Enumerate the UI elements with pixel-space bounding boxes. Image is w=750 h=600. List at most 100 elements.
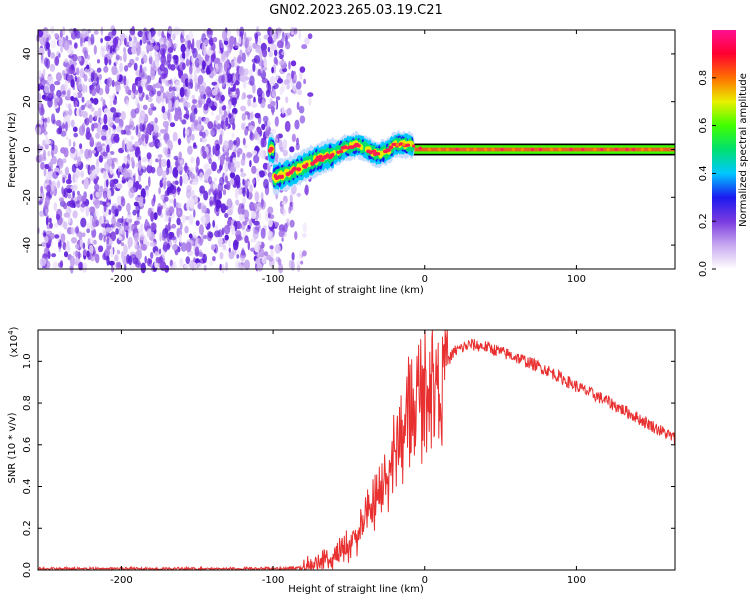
noise-blob xyxy=(58,197,65,202)
noise-blob xyxy=(159,37,165,42)
noise-blob xyxy=(83,74,88,82)
x-tick-label: 0 xyxy=(422,274,428,285)
noise-blob xyxy=(262,115,269,123)
noise-blob xyxy=(105,227,112,233)
x-tick-label: 0 xyxy=(422,575,428,586)
noise-blob xyxy=(220,43,224,49)
noise-blob xyxy=(196,156,200,167)
noise-blob xyxy=(74,257,81,264)
noise-blob xyxy=(190,133,195,141)
noise-blob xyxy=(211,161,217,172)
noise-blob xyxy=(37,92,42,102)
noise-blob xyxy=(191,94,196,100)
noise-blob xyxy=(210,111,214,116)
ridge-dot xyxy=(473,147,477,152)
noise-blob xyxy=(140,243,148,251)
noise-blob xyxy=(49,83,55,92)
noise-blob xyxy=(179,222,183,230)
noise-blob xyxy=(231,145,238,154)
noise-blob xyxy=(146,188,149,197)
ridge-blob xyxy=(405,143,411,147)
noise-blob xyxy=(129,27,136,36)
noise-blob xyxy=(60,45,63,54)
noise-blob xyxy=(239,73,246,83)
ridge-dot xyxy=(660,147,664,152)
noise-blob xyxy=(281,105,285,115)
noise-blob xyxy=(289,204,294,211)
noise-blob xyxy=(299,250,303,260)
noise-blob xyxy=(66,89,71,99)
noise-blob xyxy=(150,166,156,174)
noise-blob xyxy=(189,197,195,209)
noise-blob xyxy=(235,234,242,242)
ridge-blob xyxy=(296,167,302,172)
noise-blob xyxy=(56,181,61,189)
noise-blob xyxy=(53,202,58,211)
noise-blob xyxy=(104,247,111,257)
noise-blob xyxy=(173,55,179,66)
noise-blob xyxy=(111,162,115,170)
noise-blob xyxy=(72,190,75,198)
noise-blob xyxy=(149,241,157,248)
noise-blob xyxy=(194,195,198,204)
noise-blob xyxy=(223,40,229,45)
noise-blob xyxy=(201,136,207,143)
noise-blob xyxy=(133,62,138,71)
noise-blob xyxy=(157,142,162,148)
noise-blob xyxy=(126,169,133,181)
noise-blob xyxy=(226,180,231,191)
noise-blob xyxy=(67,193,72,199)
snr-series-line xyxy=(37,329,676,572)
noise-blob xyxy=(50,158,53,170)
noise-blob xyxy=(137,102,140,111)
noise-blob xyxy=(231,97,238,106)
noise-blob xyxy=(119,62,123,73)
noise-blob xyxy=(236,254,240,259)
noise-blob xyxy=(259,212,262,221)
noise-blob xyxy=(177,138,182,146)
noise-blob xyxy=(278,263,284,274)
noise-blob xyxy=(231,112,234,117)
noise-blob xyxy=(277,258,282,266)
noise-blob xyxy=(46,214,50,225)
noise-blob xyxy=(107,117,114,127)
noise-blob xyxy=(281,200,287,206)
noise-blob xyxy=(242,178,245,186)
noise-blob xyxy=(254,243,260,253)
noise-blob xyxy=(62,90,67,95)
noise-blob xyxy=(83,262,87,273)
noise-blob xyxy=(241,94,244,100)
noise-blob xyxy=(196,262,203,268)
noise-blob xyxy=(116,195,121,205)
noise-blob xyxy=(72,126,78,133)
noise-blob xyxy=(127,236,133,248)
noise-blob xyxy=(48,232,55,240)
noise-blob xyxy=(191,189,195,199)
noise-blob xyxy=(57,262,63,268)
noise-blob xyxy=(253,154,260,164)
noise-blob xyxy=(127,141,133,150)
noise-blob xyxy=(52,171,59,180)
noise-blob xyxy=(203,93,207,100)
noise-blob xyxy=(219,154,225,166)
noise-blob xyxy=(208,231,214,239)
noise-blob xyxy=(73,132,78,138)
noise-blob xyxy=(218,75,224,84)
ridge-dot xyxy=(558,147,562,152)
noise-blob xyxy=(207,121,214,130)
noise-blob xyxy=(71,54,78,62)
noise-blob xyxy=(169,122,176,128)
noise-blob xyxy=(294,119,300,130)
noise-blob xyxy=(82,248,88,257)
noise-blob xyxy=(235,137,241,147)
noise-blob xyxy=(98,232,103,241)
noise-blob xyxy=(159,179,164,188)
noise-blob xyxy=(162,241,169,252)
noise-blob xyxy=(271,110,275,116)
noise-blob xyxy=(48,178,52,186)
noise-blob xyxy=(132,39,139,49)
noise-blob xyxy=(85,131,91,140)
noise-blob xyxy=(64,58,68,64)
noise-blob xyxy=(246,94,253,99)
noise-blob xyxy=(168,239,173,245)
